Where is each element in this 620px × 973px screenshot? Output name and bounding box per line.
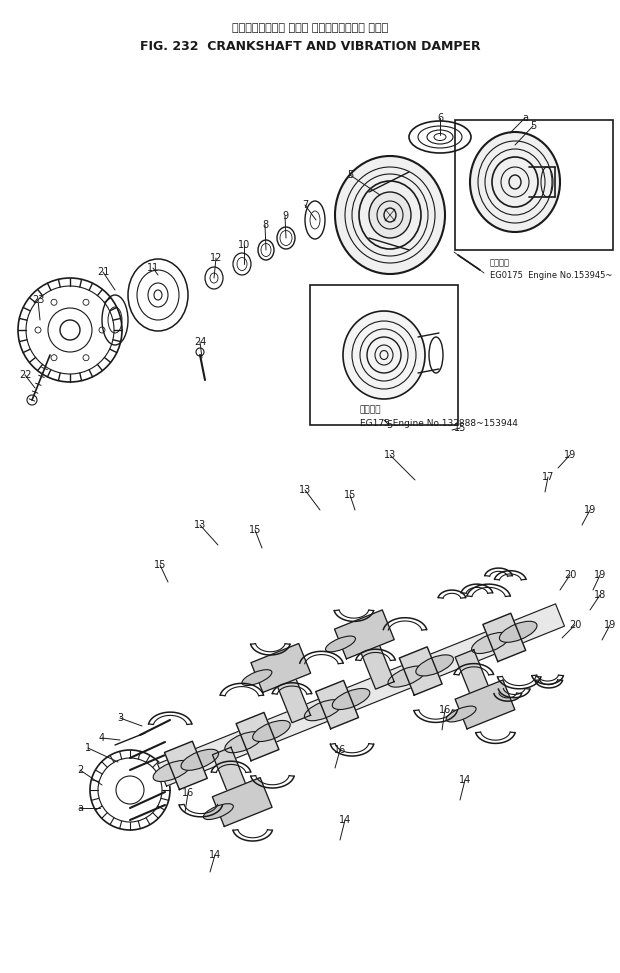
Ellipse shape — [242, 669, 272, 686]
Ellipse shape — [253, 720, 290, 741]
Ellipse shape — [225, 732, 262, 753]
Text: 2: 2 — [77, 765, 83, 775]
Text: 15: 15 — [344, 490, 356, 500]
Text: 21: 21 — [97, 267, 109, 277]
Text: EG0175  Engine No.153945~: EG0175 Engine No.153945~ — [490, 270, 613, 279]
Text: 6: 6 — [437, 113, 443, 123]
Text: 適用号機: 適用号機 — [360, 406, 381, 414]
Text: 14: 14 — [339, 815, 351, 825]
Text: 適用号機: 適用号機 — [490, 259, 510, 268]
Text: 19: 19 — [584, 505, 596, 515]
Text: FIG. 232  CRANKSHAFT AND VIBRATION DAMPER: FIG. 232 CRANKSHAFT AND VIBRATION DAMPER — [140, 41, 480, 54]
Text: 3: 3 — [117, 713, 123, 723]
Ellipse shape — [416, 655, 453, 676]
Polygon shape — [483, 613, 526, 662]
Text: 14: 14 — [459, 775, 471, 785]
Text: 5: 5 — [347, 170, 353, 180]
Text: 13: 13 — [384, 450, 396, 460]
Bar — [310, 285, 458, 425]
Text: 19: 19 — [564, 450, 576, 460]
Text: 24: 24 — [194, 337, 206, 347]
Polygon shape — [236, 712, 279, 761]
Ellipse shape — [446, 706, 476, 722]
Polygon shape — [316, 680, 358, 729]
Text: 22: 22 — [19, 370, 31, 380]
Text: 18: 18 — [594, 590, 606, 600]
Polygon shape — [455, 650, 494, 708]
Ellipse shape — [335, 156, 445, 274]
Text: 7: 7 — [302, 200, 308, 210]
Text: 14: 14 — [209, 850, 221, 860]
Ellipse shape — [181, 749, 219, 771]
Ellipse shape — [472, 632, 509, 654]
Ellipse shape — [343, 311, 425, 399]
Text: 5: 5 — [530, 121, 536, 131]
Text: 10: 10 — [238, 240, 250, 250]
Text: 15: 15 — [454, 423, 466, 433]
Polygon shape — [251, 643, 311, 693]
Text: 12: 12 — [210, 253, 222, 263]
Text: EG175 Engine No.132888~153944: EG175 Engine No.132888~153944 — [360, 419, 518, 428]
Text: 17: 17 — [542, 472, 554, 482]
Polygon shape — [335, 610, 394, 659]
Polygon shape — [213, 777, 272, 826]
Text: 1: 1 — [85, 743, 91, 753]
Bar — [455, 120, 613, 250]
Text: a: a — [522, 113, 528, 123]
Text: 20: 20 — [564, 570, 576, 580]
Text: a: a — [77, 803, 83, 813]
Ellipse shape — [304, 700, 342, 721]
Text: 8: 8 — [262, 220, 268, 230]
Text: クランクシャフト および バイブレーション ダンパ: クランクシャフト および バイブレーション ダンパ — [232, 23, 388, 33]
Text: 19: 19 — [604, 620, 616, 630]
Ellipse shape — [153, 761, 191, 781]
Text: 13: 13 — [194, 520, 206, 530]
Polygon shape — [455, 680, 515, 729]
Polygon shape — [213, 747, 252, 806]
Text: 13: 13 — [299, 485, 311, 495]
Text: 11: 11 — [147, 263, 159, 273]
Polygon shape — [157, 604, 564, 786]
Polygon shape — [355, 631, 394, 689]
Text: 9: 9 — [282, 211, 288, 221]
Ellipse shape — [326, 636, 355, 652]
Text: 5: 5 — [386, 420, 392, 430]
Text: 16: 16 — [182, 788, 194, 798]
Polygon shape — [399, 647, 442, 695]
Polygon shape — [272, 665, 311, 723]
Text: 20: 20 — [569, 620, 581, 630]
Ellipse shape — [369, 192, 411, 238]
Ellipse shape — [332, 689, 370, 709]
Text: 15: 15 — [249, 525, 261, 535]
Ellipse shape — [203, 804, 233, 819]
Text: 19: 19 — [594, 570, 606, 580]
Ellipse shape — [470, 132, 560, 232]
Text: 4: 4 — [99, 733, 105, 743]
Text: 15: 15 — [154, 560, 166, 570]
Ellipse shape — [388, 667, 425, 687]
Polygon shape — [164, 741, 207, 789]
Text: 16: 16 — [334, 745, 346, 755]
Ellipse shape — [500, 622, 537, 642]
Text: 16: 16 — [439, 705, 451, 715]
Text: 23: 23 — [32, 295, 44, 305]
